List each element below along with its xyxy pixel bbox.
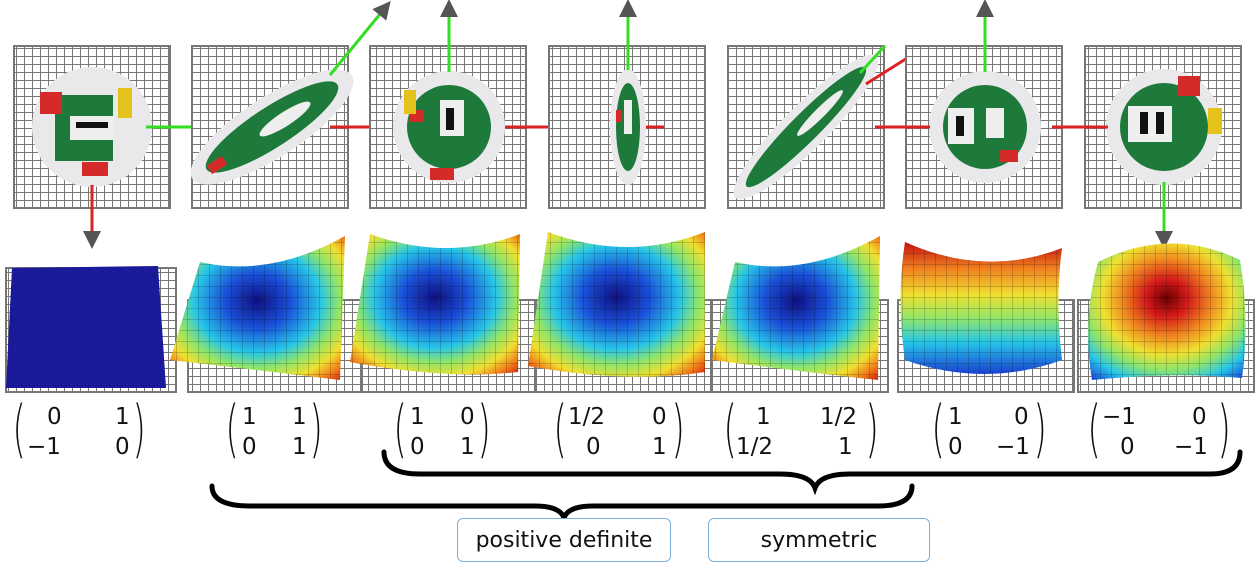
symmetric-text: symmetric <box>760 527 878 553</box>
matrix-2-d: 1 <box>292 434 307 460</box>
matrix-5-b: 1/2 <box>820 404 858 430</box>
matrix-2-a: 1 <box>242 404 257 430</box>
matrix-2-b: 1 <box>292 404 307 430</box>
panel-6-top <box>875 0 1063 209</box>
panel-7-top <box>1052 45 1242 249</box>
matrix-1: () 0 1 −1 0 <box>12 392 146 465</box>
matrix-6-b: 0 <box>1014 404 1029 430</box>
panel-2-surface <box>170 236 365 393</box>
green-axis-5 <box>858 44 887 75</box>
panel-1-surface <box>5 266 177 393</box>
matrix-4-c: 0 <box>586 434 601 460</box>
matrix-6: () 1 0 0 −1 <box>931 392 1047 465</box>
symmetric-label: symmetric <box>708 518 930 562</box>
matrix-4: () 1/2 0 0 1 <box>553 392 685 465</box>
matrix-3-d: 1 <box>460 434 475 460</box>
matrix-2: () 1 1 0 1 <box>225 392 323 465</box>
panel-3-surface <box>350 234 539 393</box>
matrix-7-c: 0 <box>1120 434 1135 460</box>
panel-4-surface <box>528 232 712 393</box>
matrix-1-a: 0 <box>47 404 62 430</box>
matrix-4-d: 1 <box>652 434 667 460</box>
matrix-5-d: 1 <box>838 434 853 460</box>
matrix-6-c: 0 <box>948 434 963 460</box>
matrix-4-b: 0 <box>652 404 667 430</box>
brace-symmetric <box>381 449 1243 496</box>
panel-5-surface <box>711 236 889 393</box>
matrix-4-a: 1/2 <box>568 404 606 430</box>
matrix-1-b: 1 <box>115 404 130 430</box>
positive-definite-text: positive definite <box>475 527 653 553</box>
panel-4-top <box>548 0 706 209</box>
matrix-6-a: 1 <box>948 404 963 430</box>
panel-3-top <box>369 0 560 209</box>
panel-7-surface <box>1077 243 1255 393</box>
matrix-3: () 1 0 0 1 <box>393 392 491 465</box>
green-axis-2 <box>328 1 391 76</box>
panel-1-top <box>13 45 205 249</box>
matrix-3-b: 0 <box>460 404 475 430</box>
matrix-5-c: 1/2 <box>736 434 774 460</box>
matrix-6-d: −1 <box>996 434 1030 460</box>
matrix-1-d: 0 <box>115 434 130 460</box>
matrix-2-c: 0 <box>242 434 257 460</box>
panel-2-top <box>190 1 391 209</box>
matrix-3-c: 0 <box>410 434 425 460</box>
brace-positive-definite <box>209 483 915 526</box>
panel-6-surface <box>897 242 1075 393</box>
matrix-7-b: 0 <box>1192 404 1207 430</box>
matrix-7: () −1 0 0 −1 <box>1087 392 1231 465</box>
matrix-7-d: −1 <box>1174 434 1208 460</box>
matrix-7-a: −1 <box>1102 404 1136 430</box>
matrix-5: () 1 1/2 1/2 1 <box>723 392 879 465</box>
positive-definite-label: positive definite <box>457 518 671 562</box>
matrix-5-a: 1 <box>756 404 771 430</box>
matrix-3-a: 1 <box>410 404 425 430</box>
matrix-1-c: −1 <box>27 434 61 460</box>
